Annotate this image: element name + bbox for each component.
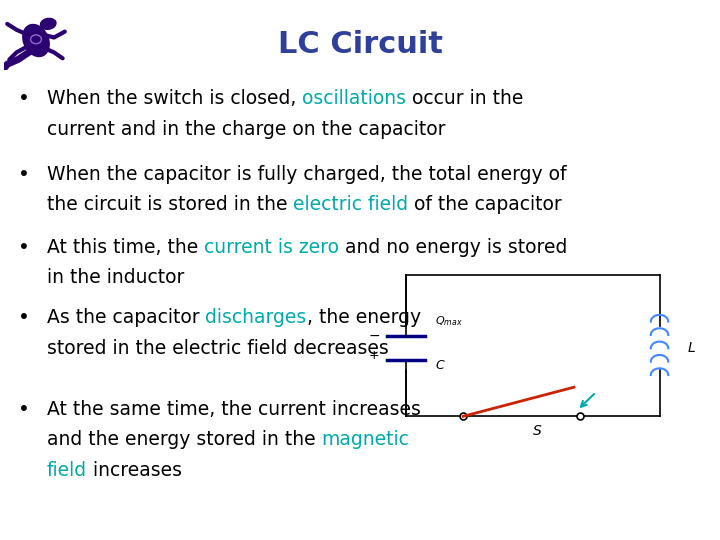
Text: the circuit is stored in the: the circuit is stored in the — [47, 195, 293, 214]
Text: +: + — [369, 349, 379, 362]
Ellipse shape — [23, 24, 49, 57]
Text: At the same time, the current increases: At the same time, the current increases — [47, 400, 420, 419]
Text: −: − — [369, 329, 380, 343]
Text: •: • — [18, 400, 30, 419]
Text: occur in the: occur in the — [406, 89, 523, 108]
Text: •: • — [18, 165, 30, 184]
Text: in the inductor: in the inductor — [47, 268, 184, 287]
Text: •: • — [18, 238, 30, 256]
Text: •: • — [18, 308, 30, 327]
Text: $L$: $L$ — [687, 341, 696, 355]
Text: $S$: $S$ — [532, 424, 543, 438]
Text: magnetic: magnetic — [321, 430, 409, 449]
Text: When the switch is closed,: When the switch is closed, — [47, 89, 302, 108]
Text: electric field: electric field — [293, 195, 408, 214]
Text: $Q_{max}$: $Q_{max}$ — [435, 315, 462, 328]
Text: oscillations: oscillations — [302, 89, 406, 108]
Text: field: field — [47, 461, 87, 480]
Text: $C$: $C$ — [435, 359, 445, 372]
Text: •: • — [18, 89, 30, 108]
Text: and no energy is stored: and no energy is stored — [339, 238, 567, 256]
Text: increases: increases — [87, 461, 182, 480]
Text: discharges: discharges — [205, 308, 307, 327]
Text: , the energy: , the energy — [307, 308, 420, 327]
Text: LC Circuit: LC Circuit — [277, 30, 443, 59]
Text: When the capacitor is fully charged, the total energy of: When the capacitor is fully charged, the… — [47, 165, 567, 184]
Ellipse shape — [40, 18, 56, 29]
Text: current and in the charge on the capacitor: current and in the charge on the capacit… — [47, 120, 445, 139]
Text: As the capacitor: As the capacitor — [47, 308, 205, 327]
Text: stored in the electric field decreases: stored in the electric field decreases — [47, 339, 389, 357]
Text: and the energy stored in the: and the energy stored in the — [47, 430, 321, 449]
Text: current is zero: current is zero — [204, 238, 339, 256]
Text: of the capacitor: of the capacitor — [408, 195, 562, 214]
Text: At this time, the: At this time, the — [47, 238, 204, 256]
